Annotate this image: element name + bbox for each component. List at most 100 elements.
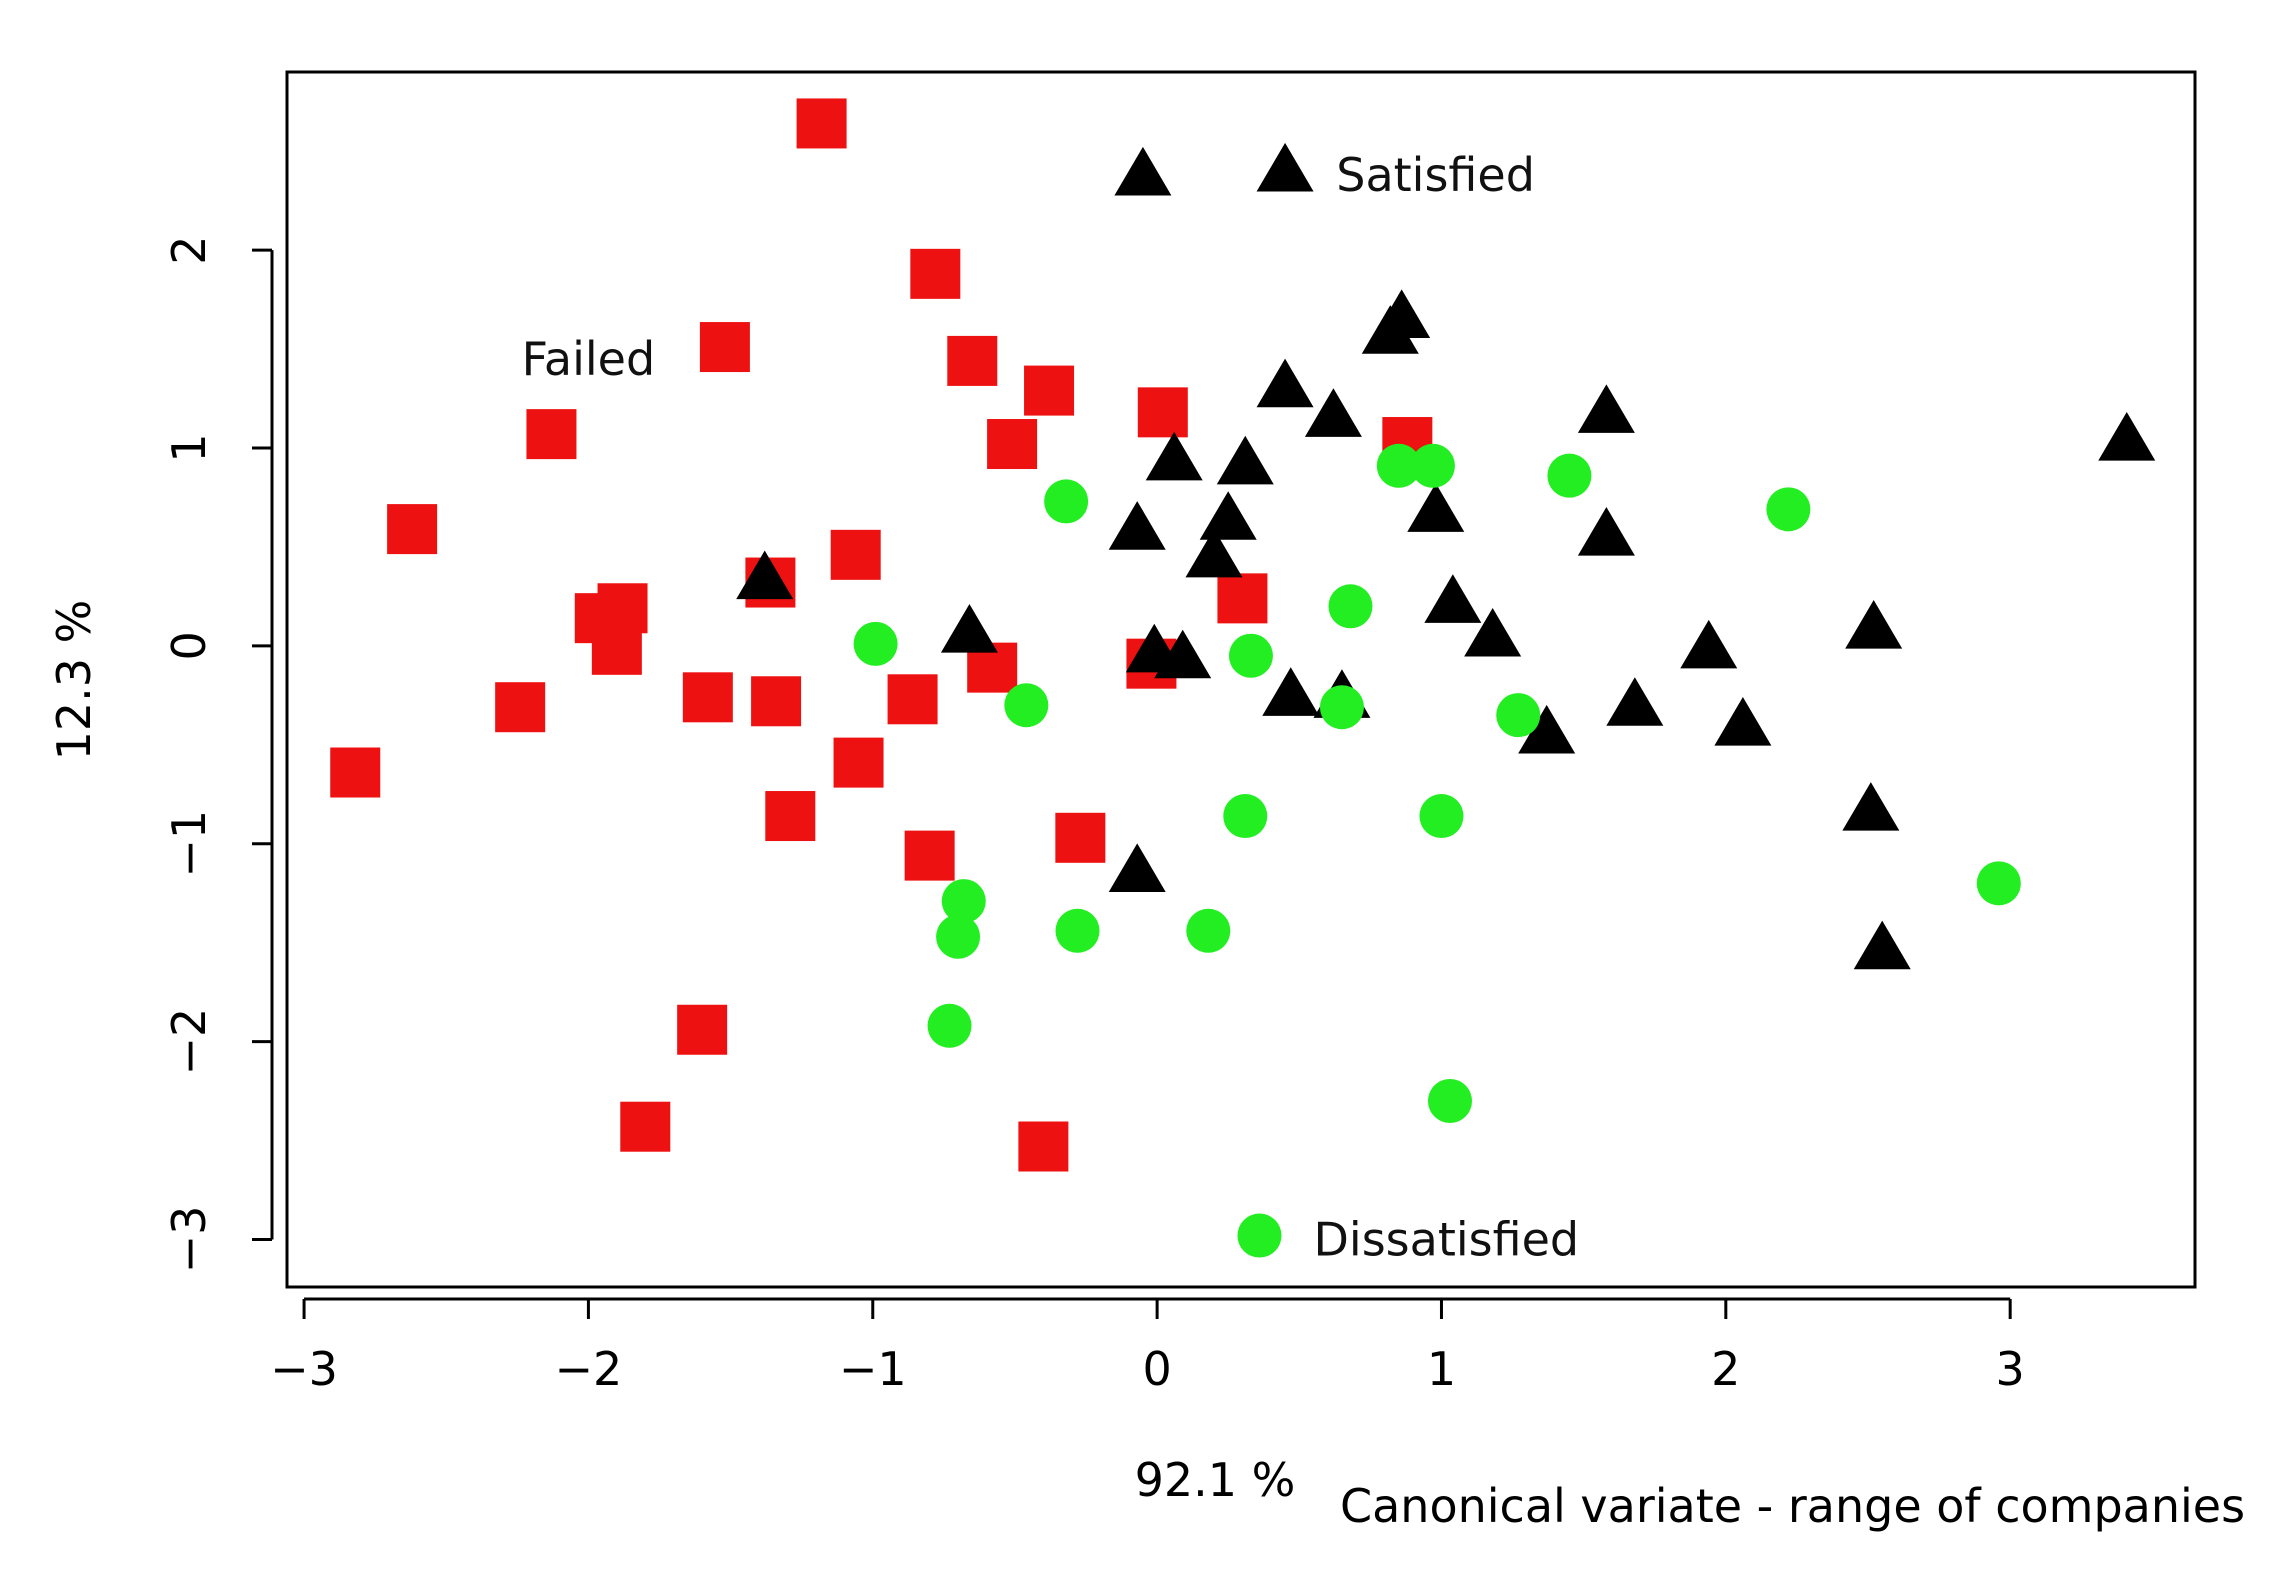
dissatisfied-point (927, 1003, 972, 1048)
satisfied-point (1125, 623, 1183, 673)
failed-point (677, 1004, 728, 1055)
satisfied-point (1577, 507, 1635, 556)
failed-point (796, 98, 847, 149)
dissatisfied-point (1419, 794, 1464, 839)
satisfied-point (1464, 607, 1522, 657)
failed-point (830, 529, 881, 580)
dissatisfied-point (1376, 443, 1421, 488)
failed-point (833, 737, 884, 788)
dissatisfied-point (1186, 908, 1231, 953)
failed-point (910, 248, 961, 299)
failed-point (751, 676, 802, 727)
annotations: Satisfied Failed Dissatisfied (522, 148, 1579, 1267)
dissatisfied-point (1237, 1213, 1282, 1258)
satisfied-point (1853, 920, 1911, 970)
satisfied-point (1304, 388, 1362, 437)
failed-point (699, 322, 750, 373)
satisfied-point (1145, 431, 1203, 481)
satisfied-point (1185, 528, 1243, 578)
satisfied-point (1199, 491, 1257, 540)
dissatisfied-point (1496, 693, 1541, 738)
y-tick-label: −3 (162, 1206, 216, 1274)
satisfied-point (1216, 435, 1274, 485)
plot-frame (285, 70, 2197, 1289)
x-axis: −3 −2 −1 0 1 2 3 (270, 1297, 2025, 1396)
dissatisfied-point (853, 621, 898, 666)
failed-point (987, 419, 1038, 470)
satisfied-point (1262, 667, 1320, 716)
x-tick-label: 0 (1142, 1342, 1171, 1396)
failed-point (904, 830, 955, 881)
failed-point (526, 409, 577, 460)
dissatisfied-point (936, 914, 981, 959)
y-tick-label: 0 (162, 631, 216, 660)
y-tick-label: 2 (162, 235, 216, 264)
failed-point (682, 672, 733, 723)
x-axis-variance-label: 92.1 % (1135, 1453, 1296, 1507)
failed-point (1217, 573, 1268, 624)
dissatisfied-point (1766, 487, 1811, 532)
dissatisfied-point (1055, 908, 1100, 953)
dissatisfied-point (1427, 1078, 1472, 1123)
dissatisfied-point (941, 879, 986, 924)
satisfied-point (1407, 483, 1465, 532)
satisfied-point (1680, 619, 1738, 669)
dissatisfied-point (1044, 479, 1089, 524)
dissatisfied-point (1976, 861, 2021, 906)
dissatisfied-point (1328, 584, 1373, 629)
satisfied-point (1114, 146, 1172, 196)
failed-point (1018, 1121, 1069, 1172)
failed-point (1055, 812, 1106, 863)
x-tick-label: 2 (1711, 1342, 1740, 1396)
y-axis: −3 −2 −1 0 1 2 (162, 235, 274, 1274)
annotation-satisfied: Satisfied (1336, 148, 1535, 202)
failed-point (1137, 387, 1188, 438)
satisfied-point (1361, 305, 1419, 354)
x-tick-label: −1 (839, 1342, 907, 1396)
annotation-dissatisfied: Dissatisfied (1314, 1213, 1580, 1267)
satisfied-point (1108, 843, 1166, 893)
y-axis-title: 12.3 % (47, 600, 101, 761)
x-tick-label: 1 (1427, 1342, 1456, 1396)
satisfied-point (1842, 782, 1900, 831)
y-tick-label: −1 (162, 810, 216, 878)
series-satisfied (736, 142, 2156, 970)
series-failed (330, 98, 1433, 1172)
dissatisfied-point (1547, 453, 1592, 498)
failed-point (495, 682, 546, 733)
annotation-failed: Failed (522, 332, 656, 386)
dissatisfied-point (1228, 633, 1273, 678)
satisfied-point (940, 603, 998, 653)
failed-point (887, 674, 938, 725)
dissatisfied-point (1319, 685, 1364, 730)
failed-point (947, 335, 998, 386)
x-tick-label: −3 (270, 1342, 338, 1396)
satisfied-point (736, 550, 794, 600)
dissatisfied-point (1410, 443, 1455, 488)
failed-point (330, 747, 381, 798)
x-tick-label: −2 (555, 1342, 623, 1396)
y-tick-label: 1 (162, 433, 216, 462)
failed-point (387, 504, 438, 555)
y-tick-label: −2 (162, 1008, 216, 1076)
satisfied-point (1606, 677, 1664, 726)
x-axis-title: Canonical variate - range of companies (1340, 1479, 2245, 1533)
satisfied-point (1108, 501, 1166, 550)
satisfied-point (2098, 412, 2156, 461)
satisfied-point (1518, 704, 1576, 754)
series-dissatisfied (853, 443, 2021, 1258)
satisfied-point (1714, 696, 1772, 746)
dissatisfied-point (1223, 794, 1268, 839)
data-markers (330, 98, 2156, 1258)
failed-point (1024, 365, 1075, 416)
failed-point (591, 624, 642, 675)
dissatisfied-point (1004, 683, 1049, 728)
satisfied-point (1256, 358, 1314, 408)
x-tick-label: 3 (1996, 1342, 2025, 1396)
satisfied-point (1256, 142, 1314, 192)
failed-point (765, 791, 816, 842)
satisfied-point (1577, 384, 1635, 433)
satisfied-point (1845, 600, 1903, 649)
